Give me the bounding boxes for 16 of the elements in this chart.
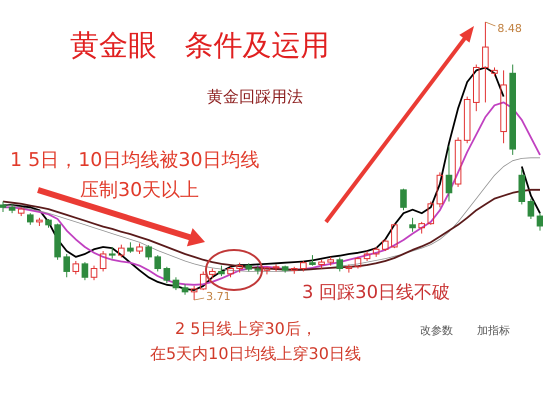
annotation: 1 5日，10日均线被30日均线 (10, 149, 260, 171)
text: 黄金回踩用法 (207, 87, 303, 106)
annotation: 8.48 (497, 22, 522, 35)
annotation: 压制30天以上 (80, 179, 200, 201)
text: 改参数 (420, 324, 453, 337)
candlestick (500, 70, 507, 144)
text: 在5天内10日均线上穿30日线 (150, 344, 361, 363)
text: 2 5日线上穿30后， (175, 319, 317, 338)
candlestick (509, 64, 516, 156)
text: 加指标 (477, 324, 510, 337)
chart-title: 黄金眼 条件及运用 (70, 28, 330, 62)
candlestick (409, 217, 416, 232)
candlestick (446, 146, 452, 202)
annotation: 3.71 (206, 290, 231, 303)
annotation: 3 回踩30日线不破 (302, 282, 450, 303)
candlestick (482, 22, 489, 103)
